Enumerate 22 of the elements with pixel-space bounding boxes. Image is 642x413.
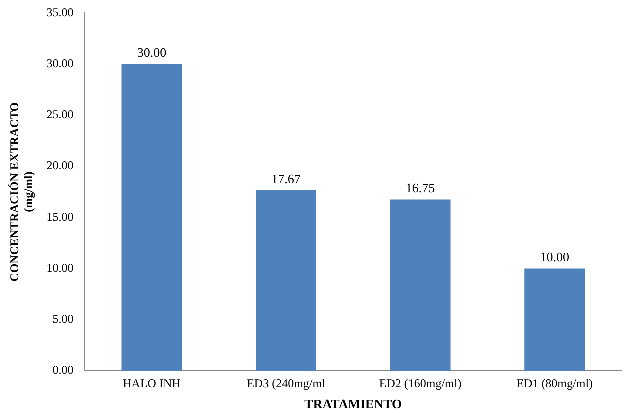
- bar: [524, 268, 586, 371]
- y-tick-label: 5.00: [52, 312, 74, 326]
- bar: [390, 200, 451, 371]
- bar: [256, 190, 316, 371]
- y-tick-label: 30.00: [46, 56, 74, 70]
- x-tick-label: ED3 (240mg/ml: [247, 376, 326, 390]
- y-axis-title: CONCENTRACIÓN EXTRACTO (mg/ml): [7, 102, 36, 282]
- y-tick-label: 35.00: [46, 5, 74, 20]
- data-label: 16.75: [406, 180, 436, 196]
- y-tick-label: 10.00: [46, 260, 74, 275]
- y-tick-label: 25.00: [46, 108, 74, 122]
- x-tick-label: HALO INH: [123, 376, 182, 390]
- bar: [122, 64, 182, 371]
- x-tick-label: ED2 (160mg/ml): [379, 376, 462, 390]
- y-tick-label: 0.00: [52, 363, 74, 378]
- data-label: 10.00: [540, 250, 570, 265]
- y-tick-label: 15.00: [46, 210, 74, 224]
- x-tick-label: ED1 (80mg/ml): [516, 376, 594, 390]
- x-axis-title: TRATAMIENTO: [304, 396, 402, 412]
- data-label: 30.00: [137, 45, 167, 60]
- y-tick-label: 20.00: [46, 158, 74, 173]
- data-label: 17.67: [272, 171, 302, 186]
